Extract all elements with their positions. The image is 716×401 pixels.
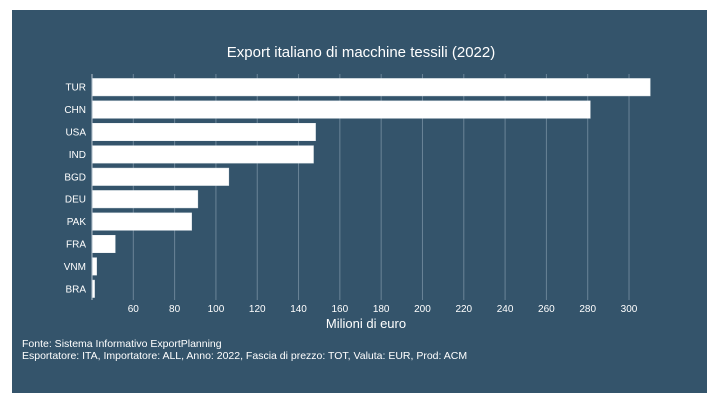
bar-deu	[92, 190, 199, 209]
bar-chn	[92, 100, 591, 119]
x-axis-label: Milioni di euro	[326, 316, 406, 331]
bar-fra	[92, 235, 116, 253]
x-tick-label: 260	[538, 304, 555, 315]
x-tick-label: 160	[332, 304, 349, 315]
x-tick-label: 180	[373, 304, 390, 315]
y-tick-label: BGD	[64, 172, 86, 183]
x-tick-label: 100	[208, 304, 225, 315]
bar-bra	[92, 279, 95, 298]
y-tick-labels: TUR CHN USA IND BGD DEU PAK FRA VNM BRA	[64, 83, 87, 296]
y-tick-label: PAK	[67, 217, 87, 228]
y-tick-label: VNM	[64, 262, 86, 273]
x-tick-label: 240	[497, 304, 514, 315]
y-tick-label: TUR	[65, 83, 86, 94]
x-tick-label: 200	[414, 304, 431, 315]
bar-pak	[92, 212, 192, 231]
source-note: Fonte: Sistema Informativo ExportPlannin…	[22, 338, 222, 350]
chart-panel: Export italiano di macchine tessili (202…	[12, 10, 707, 393]
x-tick-label: 300	[621, 304, 638, 315]
x-tick-label: 120	[249, 304, 266, 315]
bar-usa	[92, 123, 316, 141]
bar-chart: Export italiano di macchine tessili (202…	[64, 44, 651, 331]
x-tick-label: 280	[579, 304, 596, 315]
bar-bgd	[92, 167, 230, 186]
chart-title: Export italiano di macchine tessili (202…	[227, 44, 495, 61]
x-tick-label: 220	[455, 304, 472, 315]
x-tick-labels: 60 80 100 120 140 160 180 200 220 240 260 280 300	[128, 304, 638, 315]
filter-note: Esportatore: ITA, Importatore: ALL, Anno…	[22, 350, 468, 362]
y-tick-label: FRA	[66, 240, 86, 251]
y-tick-label: USA	[65, 128, 86, 139]
y-tick-label: IND	[69, 150, 86, 161]
bar-tur	[92, 78, 651, 97]
x-tick-label: 60	[128, 304, 140, 315]
bar-vnm	[92, 257, 97, 276]
bars	[92, 78, 651, 298]
x-tick-label: 140	[290, 304, 307, 315]
x-tick-label: 80	[169, 304, 181, 315]
y-tick-label: CHN	[64, 105, 86, 116]
bar-ind	[92, 145, 314, 164]
y-tick-label: BRA	[65, 284, 86, 295]
y-tick-label: DEU	[65, 195, 86, 206]
